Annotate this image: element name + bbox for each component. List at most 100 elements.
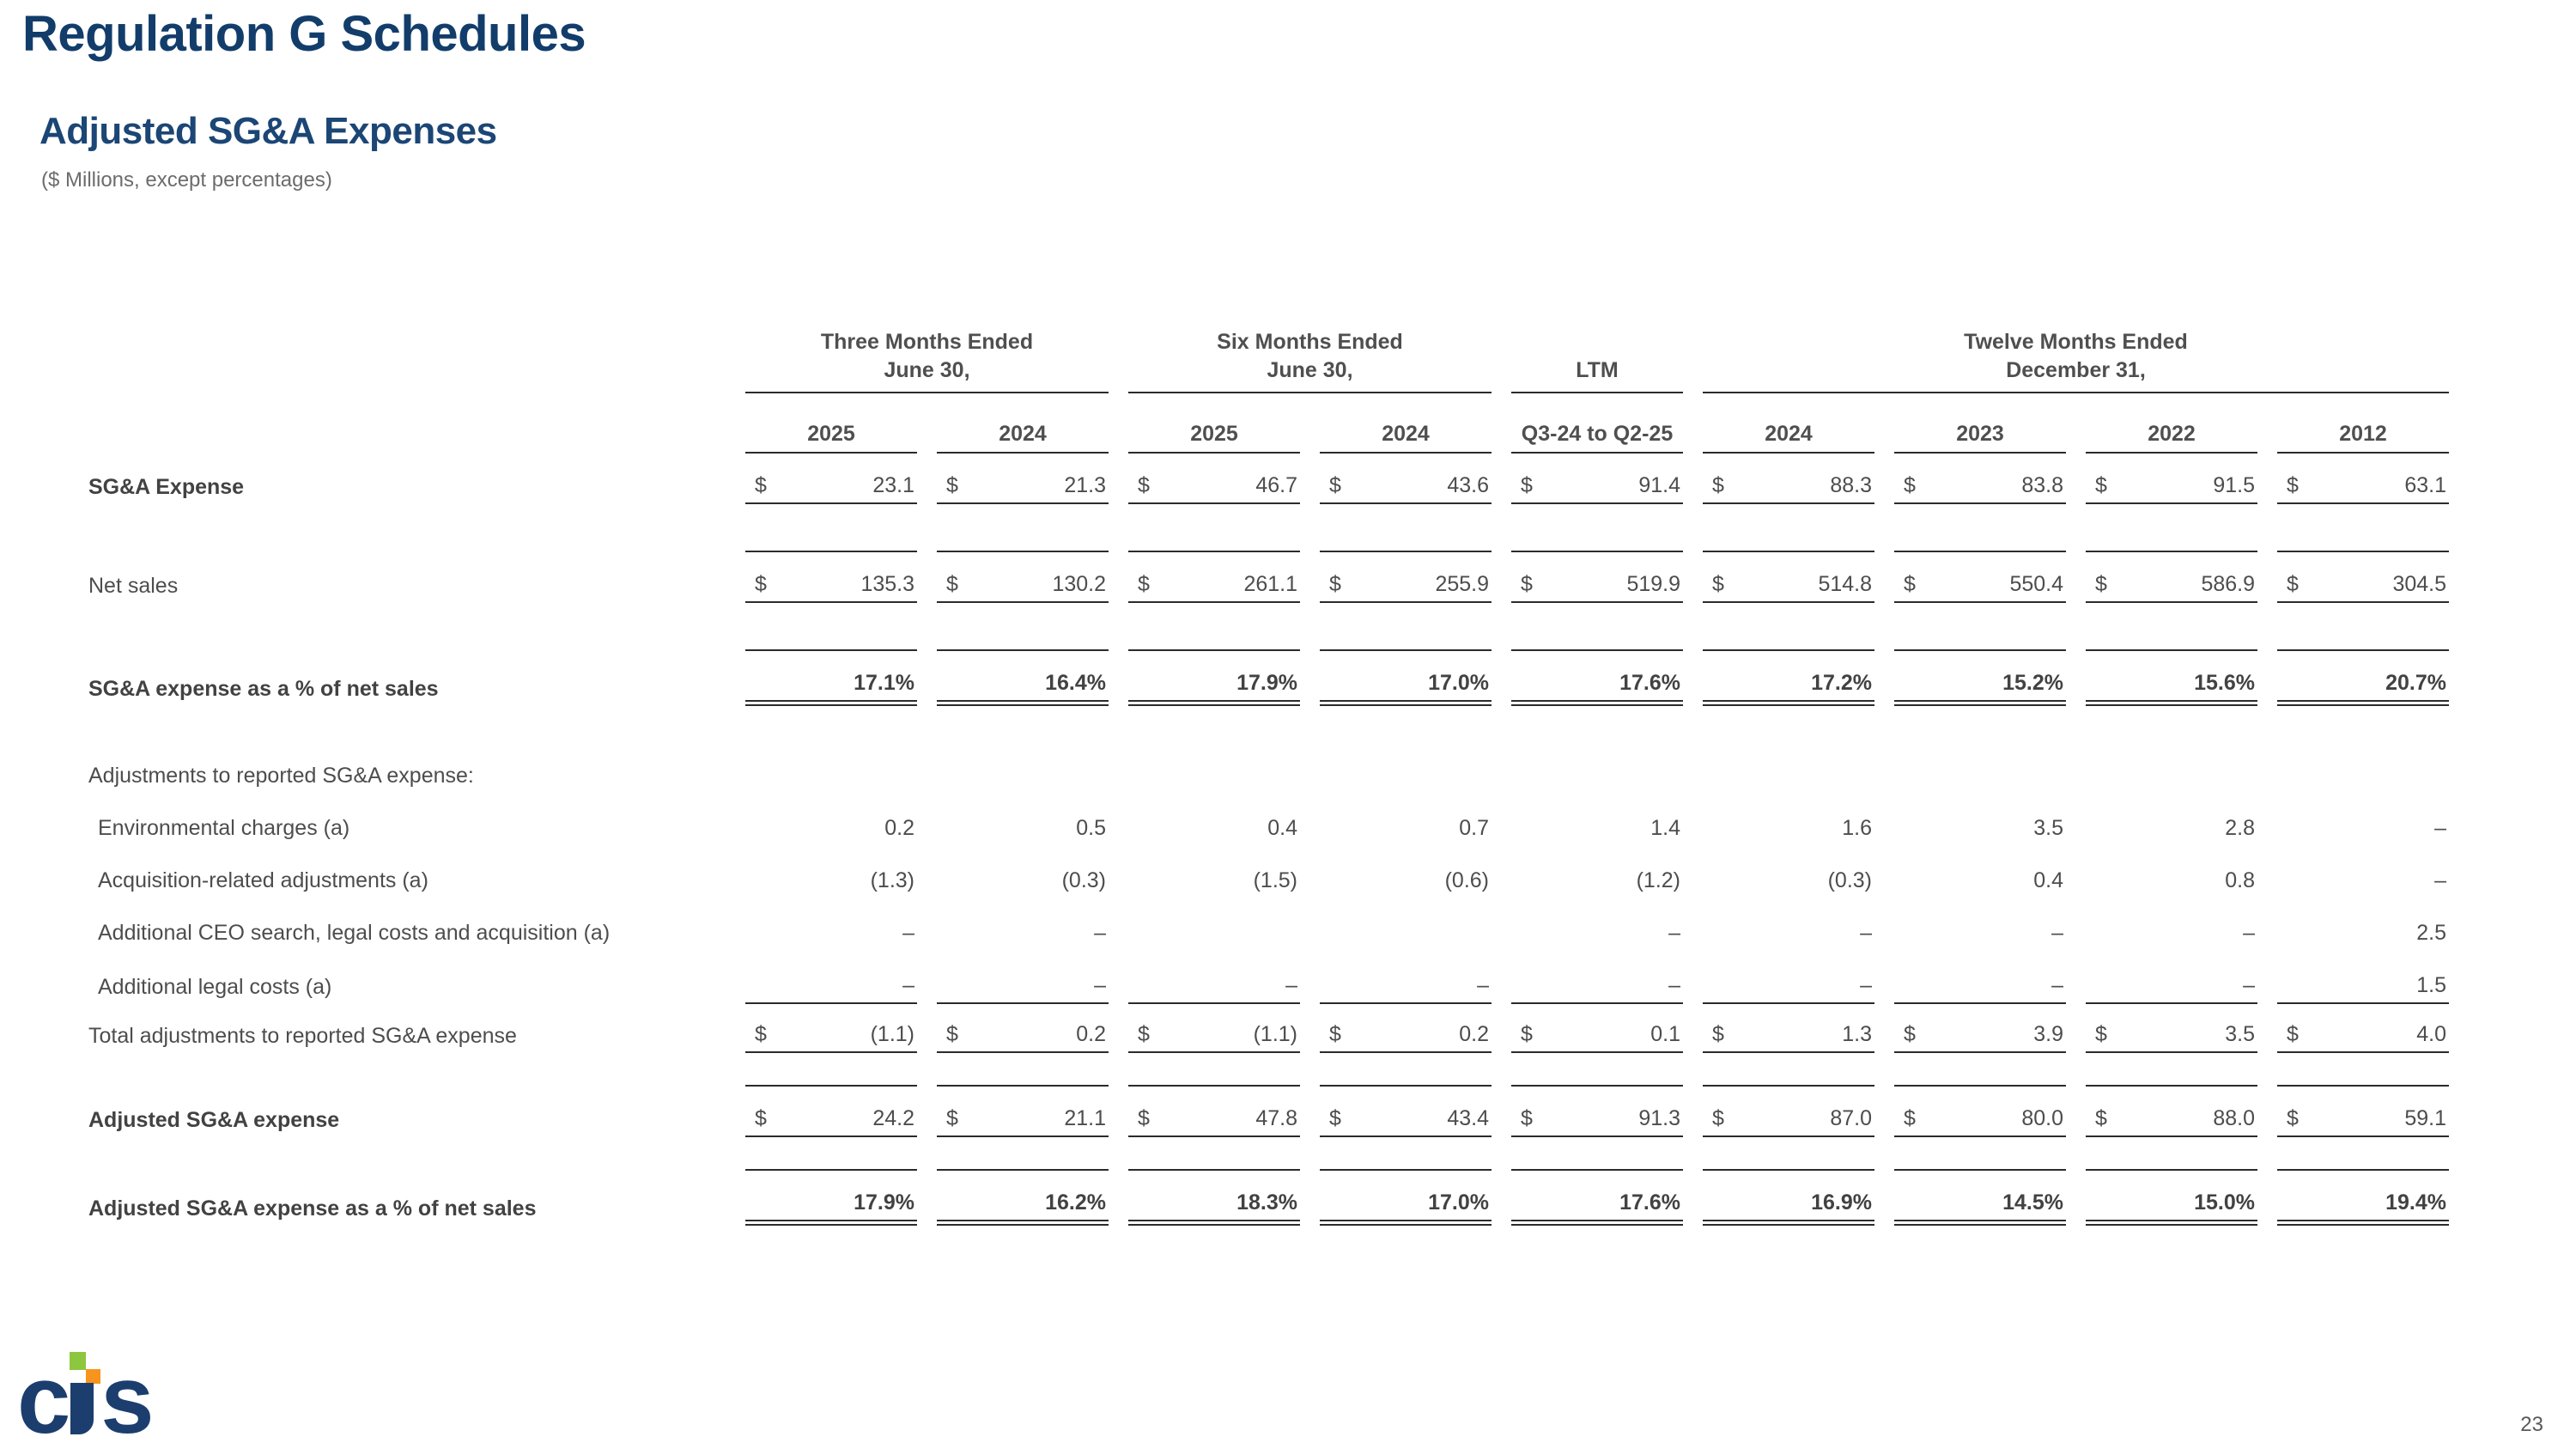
- cell-value: 2.5: [2416, 921, 2446, 945]
- logo-letter-s: s: [100, 1346, 154, 1449]
- table-row: Acquisition-related adjustments (a) (1.3)…: [86, 861, 2456, 898]
- column-year-header: 2024: [937, 404, 1109, 454]
- financial-table: Three Months Ended June 30, Six Months End…: [86, 311, 2456, 1226]
- table-cell: 0.4: [1894, 861, 2066, 898]
- table-cell: –: [1320, 965, 1492, 1004]
- table-cell: $4.0: [2277, 1014, 2449, 1053]
- table-row: SG&A expense as a % of net sales 17.1% 16.…: [86, 649, 2456, 706]
- dollar-sign: $: [755, 572, 767, 596]
- cell-value: –: [1860, 921, 1872, 945]
- cell-value: 255.9: [1435, 572, 1489, 596]
- cell-value: 80.0: [2021, 1106, 2063, 1130]
- table-cell: $130.2: [937, 551, 1109, 603]
- column-group-line1: LTM: [1576, 358, 1619, 382]
- table-cell: (0.6): [1320, 861, 1492, 898]
- cell-value: 519.9: [1626, 572, 1680, 596]
- cell-value: 4.0: [2416, 1022, 2446, 1046]
- cell-value: 88.3: [1830, 473, 1872, 497]
- table-cell: 0.4: [1128, 808, 1300, 845]
- cell-value: 15.2%: [2002, 671, 2063, 695]
- table-cell: –: [2277, 808, 2449, 845]
- cell-value: 304.5: [2392, 572, 2446, 596]
- dollar-sign: $: [1329, 1106, 1341, 1130]
- row-label: Acquisition-related adjustments (a): [98, 868, 428, 892]
- cell-value: –: [2051, 921, 2063, 945]
- table-cell: 3.5: [1894, 808, 2066, 845]
- dollar-sign: $: [1712, 1106, 1724, 1130]
- column-year-header: 2012: [2277, 404, 2449, 454]
- cell-value: –: [2434, 868, 2446, 892]
- table-cell: 19.4%: [2277, 1169, 2449, 1226]
- table-cell: $255.9: [1320, 551, 1492, 603]
- table-cell: $91.3: [1511, 1085, 1683, 1137]
- table-cell: $24.2: [745, 1085, 917, 1137]
- table-cell: $43.4: [1320, 1085, 1492, 1137]
- table-cell: (1.2): [1511, 861, 1683, 898]
- cell-value: 1.5: [2416, 973, 2446, 997]
- column-group-header: LTM: [1511, 311, 1683, 393]
- cell-value: 0.2: [1459, 1022, 1489, 1046]
- column-group-line1: Twelve Months Ended: [1964, 330, 2188, 354]
- cell-value: –: [1094, 921, 1106, 945]
- table-cell: –: [2086, 965, 2257, 1004]
- table-cell: $87.0: [1703, 1085, 1874, 1137]
- table-cell: 17.2%: [1703, 649, 1874, 706]
- cell-value: –: [1668, 921, 1680, 945]
- cell-value: 21.1: [1064, 1106, 1106, 1130]
- column-year-header: 2023: [1894, 404, 2066, 454]
- table-cell: –: [1511, 913, 1683, 950]
- cell-value: –: [1477, 973, 1489, 997]
- dollar-sign: $: [1138, 1106, 1150, 1130]
- cell-value: 15.0%: [2194, 1190, 2255, 1215]
- row-label: Total adjustments to reported SG&A expen…: [88, 1024, 517, 1048]
- column-year-header: 2025: [745, 404, 917, 454]
- dollar-sign: $: [2095, 572, 2107, 596]
- table-cell: $59.1: [2277, 1085, 2449, 1137]
- dollar-sign: $: [2095, 473, 2107, 497]
- table-cell: –: [2277, 861, 2449, 898]
- cell-value: 0.5: [1076, 816, 1106, 840]
- row-label: Adjusted SG&A expense: [88, 1108, 340, 1132]
- dollar-sign: $: [2287, 1022, 2299, 1046]
- table-cell: 16.9%: [1703, 1169, 1874, 1226]
- cell-value: 17.6%: [1619, 671, 1680, 695]
- cell-value: –: [1094, 973, 1106, 997]
- cell-value: (1.1): [870, 1022, 914, 1046]
- column-year-header: Q3-24 to Q2-25: [1511, 404, 1683, 454]
- table-row: SG&A Expense $23.1 $21.3 $46.7 $43.6 $91.4 $88…: [86, 466, 2456, 504]
- cell-value: 16.9%: [1811, 1190, 1872, 1215]
- cell-value: 17.9%: [854, 1190, 914, 1215]
- cell-value: 18.3%: [1236, 1190, 1297, 1215]
- dollar-sign: $: [1521, 473, 1533, 497]
- table-cell: –: [937, 913, 1109, 950]
- dollar-sign: $: [1138, 473, 1150, 497]
- cell-value: –: [2051, 973, 2063, 997]
- cell-value: –: [2434, 816, 2446, 840]
- cell-value: –: [1860, 973, 1872, 997]
- dollar-sign: $: [1712, 1022, 1724, 1046]
- cell-value: (0.6): [1444, 868, 1489, 892]
- table-row: Additional legal costs (a) – – – – – – – – 1.5: [86, 965, 2456, 1004]
- table-cell: 17.1%: [745, 649, 917, 706]
- table-year-header-row: 2025 2024 2025 2024 Q3-24 to Q2-25 2024 2023 20…: [86, 404, 2456, 454]
- dollar-sign: $: [2287, 1106, 2299, 1130]
- logo-letter-t: [69, 1352, 101, 1436]
- table-cell: –: [2086, 913, 2257, 950]
- table-cell: $21.1: [937, 1085, 1109, 1137]
- table-cell: 15.0%: [2086, 1169, 2257, 1226]
- dollar-sign: $: [1521, 572, 1533, 596]
- table-cell: 0.8: [2086, 861, 2257, 898]
- table-cell: $46.7: [1128, 466, 1300, 504]
- dollar-sign: $: [1329, 572, 1341, 596]
- dollar-sign: $: [2095, 1106, 2107, 1130]
- dollar-sign: $: [946, 473, 958, 497]
- table-cell: $0.1: [1511, 1014, 1683, 1053]
- column-year-header: 2024: [1703, 404, 1874, 454]
- slide-subtitle: Adjusted SG&A Expenses: [39, 110, 497, 152]
- table-cell: $135.3: [745, 551, 917, 603]
- table-cell: 1.4: [1511, 808, 1683, 845]
- column-group-header: Six Months Ended June 30,: [1128, 311, 1492, 393]
- dollar-sign: $: [1904, 473, 1916, 497]
- column-group-header: Three Months Ended June 30,: [745, 311, 1109, 393]
